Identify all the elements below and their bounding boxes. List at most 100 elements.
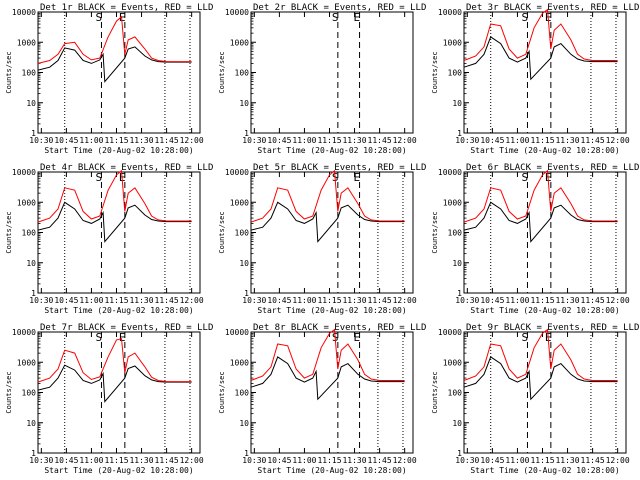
- panel-title: Det 5r BLACK = Events, RED = LLD: [253, 163, 426, 173]
- plot-frame: [37, 11, 201, 134]
- series-line-lld: [37, 15, 192, 64]
- x-tick-label: 12:00: [180, 456, 204, 465]
- y-tick-label: 10000: [438, 168, 462, 177]
- y-tick-label: 10: [26, 99, 36, 108]
- y-tick-label: 100: [22, 229, 37, 238]
- x-tick-label: 12:00: [606, 456, 630, 465]
- detector-panel-6: Det 6r BLACK = Events, RED = LLD 1 10 100 10…: [426, 160, 639, 320]
- x-tick-label: 11:15: [104, 136, 128, 145]
- x-tick-label: 10:45: [480, 296, 504, 305]
- series-line-events: [463, 36, 618, 81]
- series-line-events: [37, 364, 192, 403]
- detector-panel-9: Det 9r BLACK = Events, RED = LLD 1 10 100 10…: [426, 320, 639, 480]
- y-axis-label: Counts/sec: [431, 51, 439, 93]
- y-tick-label: 1: [31, 129, 36, 138]
- y-tick-label: 1000: [230, 38, 249, 47]
- panel-chart-svg: Det 5r BLACK = Events, RED = LLD 1 10 100 10…: [218, 163, 426, 315]
- panel-chart-svg: Det 3r BLACK = Events, RED = LLD 1 10 100 10…: [431, 3, 639, 155]
- series-line-lld: [250, 169, 405, 223]
- plot-frame: [463, 171, 627, 294]
- x-tick-label: 10:30: [455, 136, 479, 145]
- x-tick-label: 11:30: [129, 136, 153, 145]
- x-tick-label: 10:45: [54, 456, 78, 465]
- x-tick-label: 11:30: [555, 456, 579, 465]
- x-tick-label: 11:15: [104, 456, 128, 465]
- y-axis-label: Counts/sec: [5, 211, 13, 253]
- x-tick-label: 11:45: [581, 136, 605, 145]
- plot-frame: [463, 11, 627, 134]
- y-tick-label: 10: [239, 419, 249, 428]
- panel-chart-svg: Det 8r BLACK = Events, RED = LLD 1 10 100 10…: [218, 323, 426, 475]
- y-axis-label: Counts/sec: [431, 371, 439, 413]
- y-tick-label: 100: [22, 69, 37, 78]
- y-tick-label: 100: [235, 389, 250, 398]
- x-tick-label: 10:45: [480, 136, 504, 145]
- y-axis-label: Counts/sec: [218, 371, 226, 413]
- x-tick-label: 11:30: [129, 456, 153, 465]
- event-marker-label: S: [521, 171, 528, 184]
- series-line-events: [463, 356, 618, 401]
- plot-frame: [250, 331, 414, 454]
- plot-frame: [37, 171, 201, 294]
- event-marker-label: S: [95, 331, 102, 344]
- x-tick-label: 10:45: [480, 456, 504, 465]
- detector-panel-5: Det 5r BLACK = Events, RED = LLD 1 10 100 10…: [213, 160, 426, 320]
- y-tick-label: 1000: [230, 358, 249, 367]
- series-line-lld: [37, 338, 192, 383]
- y-tick-label: 10: [26, 259, 36, 268]
- panel-chart-svg: Det 6r BLACK = Events, RED = LLD 1 10 100 10…: [431, 163, 639, 315]
- x-tick-label: 12:00: [393, 296, 417, 305]
- y-tick-label: 10000: [12, 168, 36, 177]
- y-tick-label: 10: [26, 419, 36, 428]
- y-tick-label: 1: [244, 449, 249, 458]
- x-tick-label: 10:30: [242, 136, 266, 145]
- x-tick-label: 10:30: [455, 296, 479, 305]
- event-marker-label: E: [354, 11, 361, 24]
- x-axis-label: Start Time (20-Aug-02 10:28:00): [44, 146, 193, 155]
- x-tick-label: 11:00: [505, 136, 529, 145]
- y-axis-label: Counts/sec: [431, 211, 439, 253]
- x-tick-label: 10:45: [267, 296, 291, 305]
- x-tick-label: 11:30: [555, 136, 579, 145]
- x-tick-label: 11:00: [292, 296, 316, 305]
- x-tick-label: 11:45: [368, 296, 392, 305]
- x-tick-label: 11:45: [155, 456, 179, 465]
- y-tick-label: 1: [244, 129, 249, 138]
- series-line-events: [463, 201, 618, 243]
- plot-frame: [250, 11, 414, 134]
- y-tick-label: 1: [457, 449, 462, 458]
- detector-panel-7: Det 7r BLACK = Events, RED = LLD 1 10 100 10…: [0, 320, 213, 480]
- y-tick-label: 10: [239, 259, 249, 268]
- event-marker-label: S: [521, 331, 528, 344]
- plot-frame: [37, 331, 201, 454]
- x-tick-label: 10:30: [29, 296, 53, 305]
- series-line-lld: [37, 169, 192, 223]
- y-tick-label: 1000: [443, 358, 462, 367]
- detector-panel-3: Det 3r BLACK = Events, RED = LLD 1 10 100 10…: [426, 0, 639, 160]
- x-tick-label: 12:00: [180, 296, 204, 305]
- y-tick-label: 1000: [17, 198, 36, 207]
- x-axis-label: Start Time (20-Aug-02 10:28:00): [257, 146, 406, 155]
- x-tick-label: 11:15: [317, 296, 341, 305]
- detector-panel-2: Det 2r BLACK = Events, RED = LLD 1 10 100 10…: [213, 0, 426, 160]
- y-tick-label: 100: [22, 389, 37, 398]
- y-tick-label: 1: [31, 449, 36, 458]
- series-line-lld: [463, 8, 618, 61]
- x-axis-label: Start Time (20-Aug-02 10:28:00): [470, 466, 619, 475]
- x-tick-label: 11:45: [368, 456, 392, 465]
- x-axis-label: Start Time (20-Aug-02 10:28:00): [44, 306, 193, 315]
- y-tick-label: 100: [448, 69, 463, 78]
- panel-title: Det 8r BLACK = Events, RED = LLD: [253, 323, 426, 333]
- y-tick-label: 10: [452, 259, 462, 268]
- series-line-lld: [250, 328, 405, 381]
- x-tick-label: 11:30: [129, 296, 153, 305]
- plot-frame: [463, 331, 627, 454]
- y-tick-label: 100: [448, 389, 463, 398]
- y-tick-label: 100: [235, 69, 250, 78]
- x-tick-label: 11:15: [530, 136, 554, 145]
- y-axis-label: Counts/sec: [218, 51, 226, 93]
- panel-title: Det 2r BLACK = Events, RED = LLD: [253, 3, 426, 13]
- y-tick-label: 10000: [12, 8, 36, 17]
- x-axis-label: Start Time (20-Aug-02 10:28:00): [257, 306, 406, 315]
